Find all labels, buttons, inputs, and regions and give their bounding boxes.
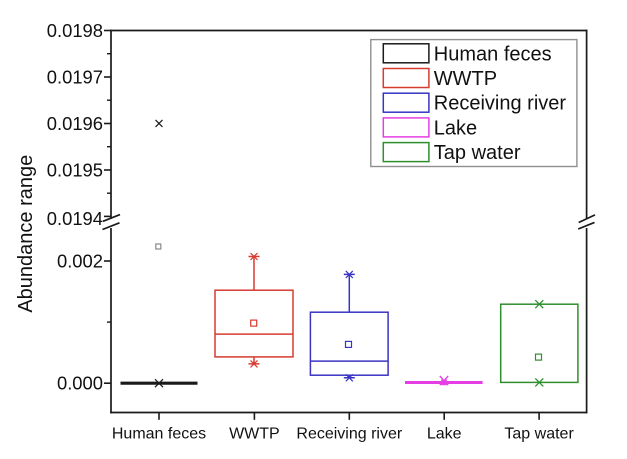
svg-text:0.0195: 0.0195 (47, 159, 103, 180)
svg-text:WWTP: WWTP (229, 425, 280, 442)
svg-text:Abundance range: Abundance range (15, 155, 37, 313)
svg-text:Receiving river: Receiving river (434, 93, 567, 115)
svg-text:0.0197: 0.0197 (47, 66, 103, 87)
svg-text:Lake: Lake (427, 425, 462, 442)
svg-text:0.0194: 0.0194 (47, 208, 103, 229)
svg-text:Human feces: Human feces (434, 43, 552, 65)
svg-text:Tap water: Tap water (504, 425, 574, 442)
svg-text:WWTP: WWTP (434, 68, 497, 90)
svg-text:Lake: Lake (434, 117, 477, 139)
svg-text:0.0198: 0.0198 (47, 20, 103, 41)
svg-text:0.002: 0.002 (57, 250, 103, 271)
svg-text:Tap water: Tap water (434, 142, 521, 164)
svg-text:Receiving river: Receiving river (296, 425, 402, 442)
svg-text:0.0196: 0.0196 (47, 113, 103, 134)
svg-text:0.000: 0.000 (57, 373, 103, 394)
svg-text:Human feces: Human feces (112, 425, 206, 442)
